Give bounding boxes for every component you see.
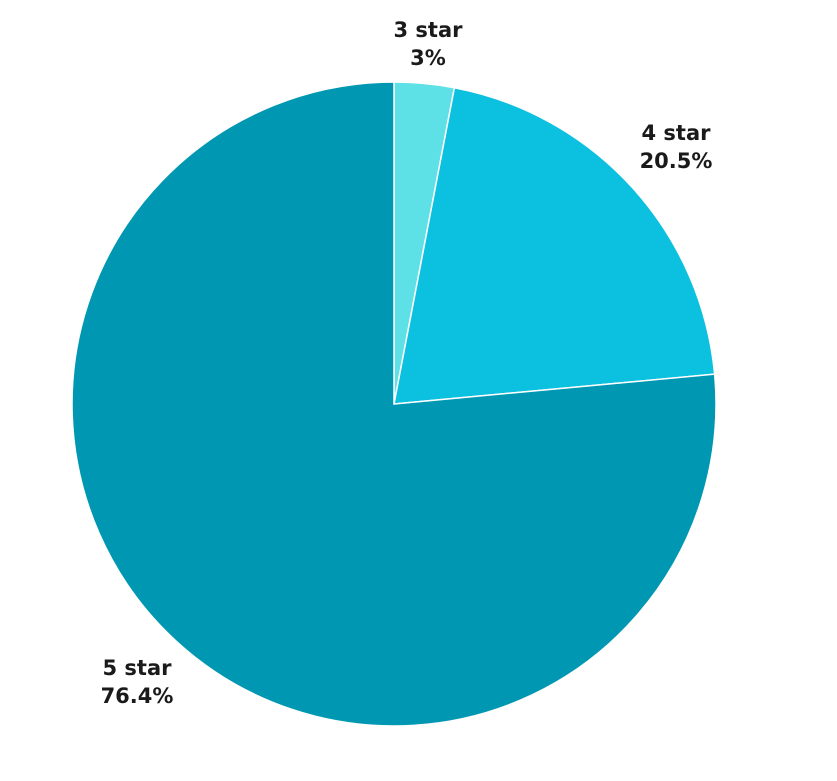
- slice-value-label: 76.4%: [101, 684, 174, 708]
- pie-labels: 3 star 3% 4 star 20.5% 5 star 76.4%: [101, 18, 713, 708]
- slice-category-label: 4 star: [642, 121, 712, 145]
- pie-slice-4-star: [393, 86, 716, 405]
- slice-value-label: 20.5%: [640, 149, 713, 173]
- slice-category-label: 3 star: [394, 18, 464, 42]
- slice-category-label: 5 star: [103, 656, 173, 680]
- slice-value-label: 3%: [410, 46, 446, 70]
- pie-slice-5-star: [71, 81, 717, 727]
- pie-slices: [71, 81, 717, 727]
